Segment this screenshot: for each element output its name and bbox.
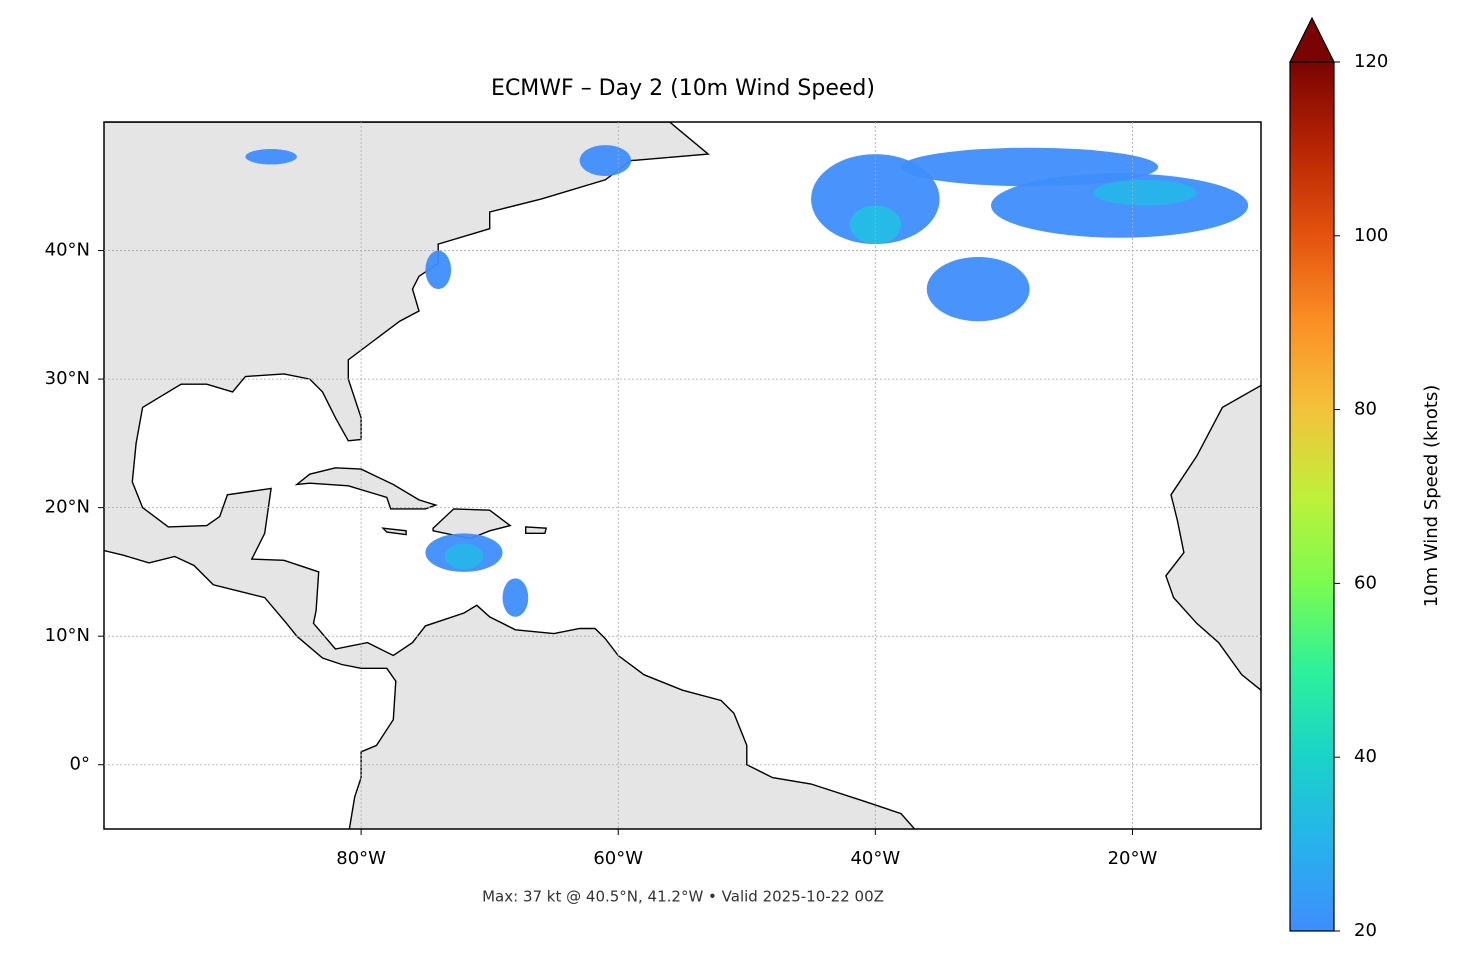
wind-area [502,578,529,617]
x-tick-label: 20°W [1108,848,1158,869]
x-tick-label: 80°W [336,848,386,869]
wind-area [849,205,902,245]
wind-area [1093,179,1197,206]
x-tick-label: 60°W [593,848,643,869]
land [104,122,916,829]
wind-area [444,543,484,570]
colorbar-tick-label: 20 [1354,920,1377,941]
y-tick-label: 20°N [45,497,90,518]
x-tick-label: 40°W [850,848,900,869]
land [294,467,438,510]
colorbar-tick-label: 80 [1354,399,1377,420]
y-tick-label: 40°N [45,240,90,261]
land [1165,384,1261,691]
colorbar-tick-label: 100 [1354,225,1388,246]
land [525,526,548,534]
chart-title: ECMWF – Day 2 (10m Wind Speed) [491,76,875,101]
colorbar-tick-label: 60 [1354,572,1377,593]
colorbar [1289,61,1335,932]
land [381,527,407,536]
map-area [104,122,1261,829]
colorbar-extend [1289,16,1335,63]
annotation: Max: 37 kt @ 40.5°N, 41.2°W • Valid 2025… [482,888,884,906]
y-tick-label: 10°N [45,625,90,646]
wind-area [926,256,1030,322]
wind-area [425,250,452,290]
y-tick-label: 0° [70,754,90,775]
wind-area [579,145,632,176]
y-tick-label: 30°N [45,368,90,389]
map-frame [103,121,1262,830]
colorbar-tick-label: 120 [1354,51,1388,72]
colorbar-label: 10m Wind Speed (knots) [1421,385,1442,608]
land [432,508,512,540]
wind-area [245,148,297,165]
colorbar-tick-label: 40 [1354,746,1377,767]
